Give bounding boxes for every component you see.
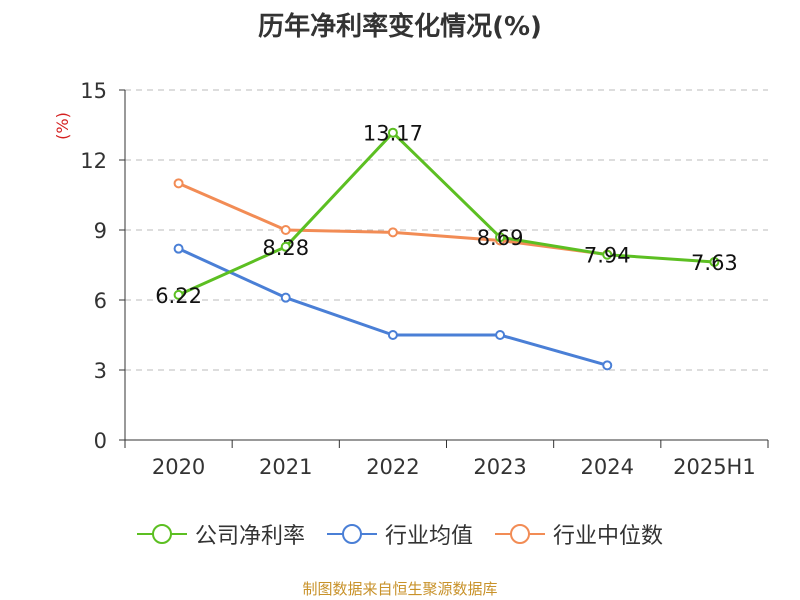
legend-item: 行业均值 <box>326 518 473 550</box>
data-point <box>280 292 291 303</box>
legend-label: 公司净利率 <box>194 524 305 549</box>
data-source-note: 制图数据来自恒生聚源数据库 <box>302 580 498 598</box>
data-label: 8.28 <box>262 236 309 260</box>
legend-label: 行业中位数 <box>553 524 664 549</box>
data-label: 8.69 <box>477 226 524 250</box>
y-tick-label: 3 <box>94 359 107 383</box>
legend-marker-icon <box>136 524 187 544</box>
data-point <box>495 330 506 340</box>
data-point <box>602 249 613 260</box>
legend-item: 公司净利率 <box>136 518 305 550</box>
x-tick-label: 2022 <box>366 455 419 479</box>
y-tick-label: 0 <box>94 429 107 453</box>
data-point <box>173 289 184 300</box>
y-tick-label: 15 <box>80 79 107 103</box>
y-tick-label: 9 <box>94 219 107 243</box>
data-point <box>709 256 720 267</box>
chart-title: 历年净利率变化情况(%) <box>258 12 542 42</box>
chart-legend: 公司净利率 行业均值 行业中位数 <box>0 518 800 550</box>
data-point <box>495 232 506 243</box>
data-point <box>173 178 184 189</box>
x-tick-label: 2024 <box>581 455 634 479</box>
data-label: 6.22 <box>155 284 202 308</box>
data-point <box>387 227 398 238</box>
legend-marker-icon <box>326 524 377 544</box>
legend-label: 行业均值 <box>384 524 473 549</box>
x-tick-label: 2023 <box>473 455 526 479</box>
data-point <box>173 243 184 254</box>
legend-marker-icon <box>495 524 545 544</box>
x-tick-label: 2021 <box>259 455 312 479</box>
y-axis-label: (%) <box>53 112 72 140</box>
data-label: 7.63 <box>691 251 738 275</box>
data-point <box>387 330 398 340</box>
x-tick-label: 2025H1 <box>673 455 756 479</box>
series-line <box>177 131 715 297</box>
y-tick-label: 12 <box>80 149 107 173</box>
data-point <box>280 241 291 252</box>
data-point <box>387 127 398 138</box>
data-point <box>602 360 613 371</box>
x-tick-label: 2020 <box>152 455 205 479</box>
legend-item: 行业中位数 <box>495 518 663 550</box>
data-label: 13.17 <box>363 122 423 146</box>
data-point <box>280 225 291 235</box>
y-tick-label: 6 <box>94 289 107 313</box>
data-label: 7.94 <box>584 244 631 268</box>
